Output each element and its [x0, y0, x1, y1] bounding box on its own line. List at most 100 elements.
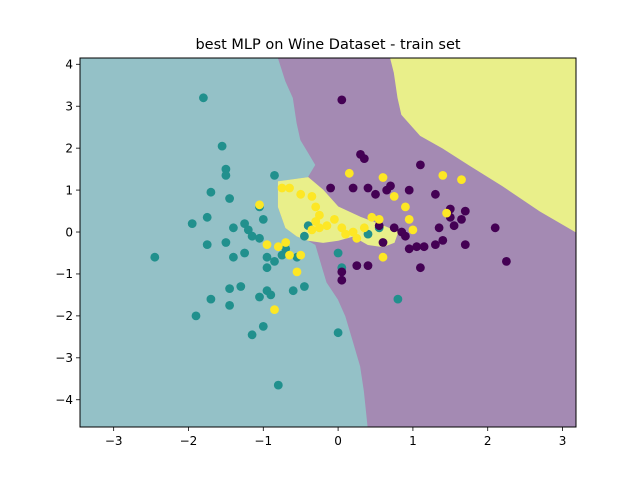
y-tick-label: 1 — [65, 183, 73, 197]
data-point-s0-29 — [236, 282, 246, 291]
data-point-s1-11 — [326, 183, 335, 193]
chart-title: best MLP on Wine Dataset - train set — [195, 37, 460, 53]
data-point-s1-0 — [337, 95, 347, 105]
y-axis: −4 −3 −2 −1 0 1 2 3 4 — [55, 58, 80, 407]
x-tick-label: −2 — [180, 434, 198, 448]
data-point-s2-0 — [277, 183, 287, 193]
data-point-s2-31 — [296, 250, 306, 260]
data-point-s0-19 — [255, 233, 264, 243]
data-point-s2-12 — [341, 229, 350, 239]
data-point-s0-47 — [393, 294, 403, 304]
x-tick-label: −3 — [105, 434, 123, 448]
x-tick-label: 0 — [334, 434, 342, 448]
data-point-s2-30 — [281, 238, 291, 247]
data-point-s1-9 — [416, 160, 425, 170]
x-tick-label: −1 — [254, 434, 272, 448]
data-point-s2-29 — [273, 242, 283, 252]
data-point-s2-35 — [285, 250, 294, 260]
data-point-s0-20 — [262, 252, 272, 262]
y-tick-label: −4 — [55, 393, 73, 407]
y-tick-label: 3 — [65, 100, 73, 114]
data-point-s0-30 — [255, 292, 264, 302]
data-point-s1-20 — [438, 236, 448, 245]
data-point-s2-25 — [457, 175, 466, 185]
data-point-s0-0 — [199, 93, 208, 103]
data-point-s0-10 — [243, 225, 253, 235]
x-axis: −3 −2 −1 0 1 2 3 — [105, 427, 567, 448]
data-point-s2-34 — [378, 252, 388, 262]
data-point-s2-23 — [408, 225, 418, 235]
data-point-s1-12 — [374, 221, 384, 231]
data-point-s2-22 — [404, 215, 414, 224]
data-point-s0-36 — [225, 301, 235, 310]
data-point-s0-34 — [300, 282, 309, 291]
data-point-s2-9 — [322, 221, 332, 231]
data-point-s1-29 — [337, 267, 347, 277]
data-point-s2-20 — [389, 192, 399, 201]
data-point-s1-2 — [359, 154, 369, 164]
data-point-s1-19 — [434, 223, 444, 233]
data-point-s1-34 — [404, 244, 414, 254]
data-point-s2-26 — [442, 208, 451, 218]
x-tick-label: 3 — [559, 434, 567, 448]
data-point-s1-10 — [431, 189, 440, 199]
data-point-s0-38 — [258, 322, 268, 331]
y-tick-label: 0 — [65, 225, 73, 239]
data-point-s2-11 — [337, 223, 347, 233]
data-point-s2-4 — [311, 202, 321, 212]
data-point-s0-21 — [262, 263, 272, 273]
data-point-s1-13 — [389, 223, 399, 233]
data-point-s0-4 — [225, 194, 235, 203]
data-point-s0-26 — [300, 231, 309, 241]
data-point-s0-32 — [266, 290, 276, 300]
decision-regions — [80, 58, 576, 427]
data-point-s2-17 — [374, 215, 384, 224]
x-tick-label: 1 — [409, 434, 417, 448]
data-point-s1-8 — [404, 185, 414, 195]
data-point-s1-28 — [502, 257, 511, 266]
data-point-s1-16 — [412, 242, 422, 252]
data-point-s2-7 — [315, 223, 324, 233]
y-tick-label: −1 — [55, 267, 73, 281]
data-point-s2-1 — [285, 183, 294, 193]
data-point-s0-17 — [240, 248, 250, 258]
data-point-s0-40 — [273, 380, 283, 390]
data-point-s0-42 — [333, 248, 343, 258]
data-point-s0-7 — [187, 219, 197, 229]
data-point-s0-24 — [281, 244, 291, 254]
data-point-s0-18 — [247, 231, 257, 241]
data-point-s1-25 — [460, 240, 470, 250]
data-point-s0-8 — [229, 223, 238, 233]
data-points — [150, 93, 511, 390]
data-point-s0-2 — [221, 164, 231, 174]
data-point-s0-44 — [333, 328, 343, 338]
data-point-s1-17 — [419, 242, 429, 252]
data-point-s0-37 — [191, 311, 201, 321]
data-point-s2-3 — [307, 192, 317, 201]
data-point-s0-22 — [270, 257, 279, 266]
data-point-s1-32 — [363, 261, 373, 270]
data-point-s0-1 — [217, 141, 227, 151]
data-point-s2-15 — [359, 223, 369, 233]
data-point-s0-12 — [258, 215, 268, 224]
data-point-s1-7 — [386, 181, 395, 191]
data-point-s2-2 — [296, 189, 306, 199]
data-point-s2-27 — [255, 200, 264, 210]
data-point-s1-26 — [449, 221, 459, 231]
data-point-s1-33 — [378, 238, 388, 247]
data-point-s2-16 — [367, 212, 377, 222]
data-point-s0-6 — [202, 212, 212, 222]
data-point-s1-24 — [460, 206, 470, 216]
data-point-s2-14 — [352, 233, 362, 243]
data-point-s0-16 — [229, 252, 238, 262]
data-point-s1-5 — [371, 189, 380, 199]
plot-frame — [79, 57, 577, 428]
data-point-s0-5 — [206, 187, 216, 197]
y-tick-label: −3 — [55, 351, 73, 365]
data-point-s1-35 — [416, 263, 425, 273]
region-yellow-2 — [390, 58, 576, 233]
data-point-s1-15 — [401, 231, 410, 241]
data-point-s2-24 — [438, 171, 448, 180]
data-point-s0-3 — [221, 171, 231, 180]
